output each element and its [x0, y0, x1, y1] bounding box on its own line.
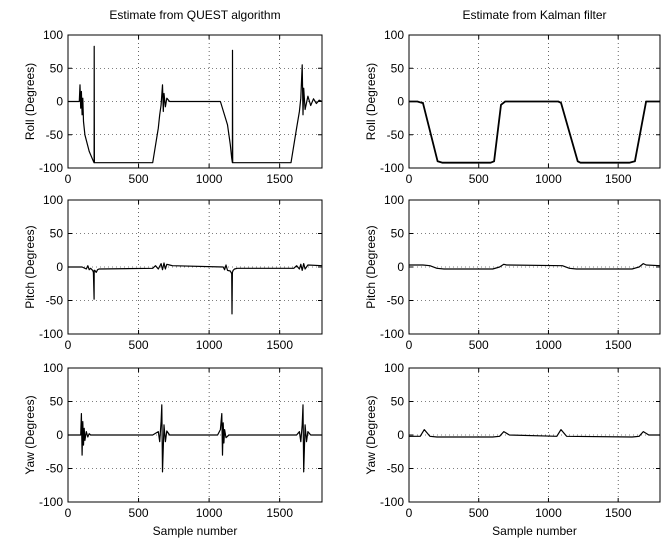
x-tick-label: 0 — [65, 172, 72, 186]
subplot-2: 0 500 1000 1500 -100 -50 0 50 100 Roll (Degrees) E… — [364, 8, 661, 186]
plot-area — [409, 200, 660, 334]
y-axis-label: Roll (Degrees) — [364, 63, 378, 140]
x-tick-label: 1000 — [535, 338, 562, 352]
y-tick-label: 0 — [56, 428, 63, 442]
y-tick-label: 50 — [50, 61, 64, 75]
y-tick-label: -100 — [39, 495, 63, 509]
y-tick-label: 50 — [391, 227, 405, 241]
x-tick-label: 1000 — [196, 338, 223, 352]
x-tick-label: 1000 — [196, 506, 223, 520]
y-axis-label: Yaw (Degrees) — [364, 395, 378, 474]
y-tick-label: -50 — [387, 128, 405, 142]
y-axis-label: Pitch (Degrees) — [364, 225, 378, 308]
y-tick-label: 0 — [397, 95, 404, 109]
y-tick-label: -100 — [39, 161, 63, 175]
series-line-1 — [68, 262, 323, 315]
series-line-1 — [409, 429, 660, 438]
y-tick-label: 50 — [50, 227, 64, 241]
x-tick-label: 500 — [469, 338, 489, 352]
series-line-1 — [68, 404, 322, 473]
x-tick-label: 1500 — [266, 338, 293, 352]
x-axis-label: Sample number — [153, 524, 238, 538]
x-tick-label: 500 — [469, 172, 489, 186]
y-tick-label: -50 — [46, 462, 64, 476]
x-tick-label: 1500 — [605, 338, 632, 352]
chart-title: Estimate from Kalman filter — [462, 8, 606, 22]
x-tick-label: 0 — [65, 338, 72, 352]
chart-title: Estimate from QUEST algorithm — [109, 8, 280, 22]
x-tick-label: 500 — [469, 506, 489, 520]
series-line-1 — [409, 263, 661, 270]
series-line-1 — [409, 100, 660, 164]
y-tick-label: -100 — [380, 161, 404, 175]
y-tick-label: -50 — [46, 128, 64, 142]
y-tick-label: 100 — [43, 193, 63, 207]
y-tick-label: 50 — [50, 395, 64, 409]
subplot-6: 0 500 1000 1500 -100 -50 0 50 100 Yaw (Degrees) Sa… — [364, 361, 661, 538]
y-tick-label: 100 — [43, 361, 63, 375]
y-axis-label: Pitch (Degrees) — [23, 225, 37, 308]
y-tick-label: -50 — [46, 294, 64, 308]
y-tick-label: 0 — [397, 260, 404, 274]
subplot-1: 0 500 1000 1500 -100 -50 0 50 100 Roll (Degrees) E… — [23, 8, 323, 186]
y-tick-label: -100 — [39, 327, 63, 341]
y-tick-label: 100 — [384, 28, 404, 42]
y-tick-label: 100 — [384, 193, 404, 207]
x-tick-label: 500 — [129, 172, 149, 186]
y-tick-label: 0 — [397, 428, 404, 442]
y-tick-label: 0 — [56, 95, 63, 109]
x-tick-label: 1500 — [605, 506, 632, 520]
y-tick-label: -100 — [380, 495, 404, 509]
subplot-4: 0 500 1000 1500 -100 -50 0 50 100 Pitch (Degrees) — [364, 193, 661, 352]
x-tick-label: 0 — [65, 506, 72, 520]
y-tick-label: 0 — [56, 260, 63, 274]
series-line-1 — [68, 45, 323, 164]
subplot-5: 0 500 1000 1500 -100 -50 0 50 100 Yaw (Degrees) Sa… — [23, 361, 323, 538]
x-tick-label: 1500 — [266, 172, 293, 186]
y-tick-label: -50 — [387, 294, 405, 308]
y-tick-label: 100 — [43, 28, 63, 42]
x-tick-label: 1000 — [196, 172, 223, 186]
x-axis-label: Sample number — [492, 524, 577, 538]
plot-area — [68, 200, 322, 334]
x-tick-label: 1000 — [535, 506, 562, 520]
x-tick-label: 0 — [406, 338, 413, 352]
y-tick-label: -100 — [380, 327, 404, 341]
x-tick-label: 500 — [129, 338, 149, 352]
y-tick-label: 50 — [391, 61, 405, 75]
x-tick-label: 1500 — [605, 172, 632, 186]
y-tick-label: -50 — [387, 462, 405, 476]
y-tick-label: 50 — [391, 395, 405, 409]
x-tick-label: 1500 — [266, 506, 293, 520]
plot-area — [409, 368, 660, 502]
subplot-3: 0 500 1000 1500 -100 -50 0 50 100 Pitch (Degrees) — [23, 193, 323, 352]
x-tick-label: 0 — [406, 506, 413, 520]
y-axis-label: Yaw (Degrees) — [23, 395, 37, 474]
y-tick-label: 100 — [384, 361, 404, 375]
y-axis-label: Roll (Degrees) — [23, 63, 37, 140]
x-tick-label: 1000 — [535, 172, 562, 186]
x-tick-label: 0 — [406, 172, 413, 186]
x-tick-label: 500 — [129, 506, 149, 520]
